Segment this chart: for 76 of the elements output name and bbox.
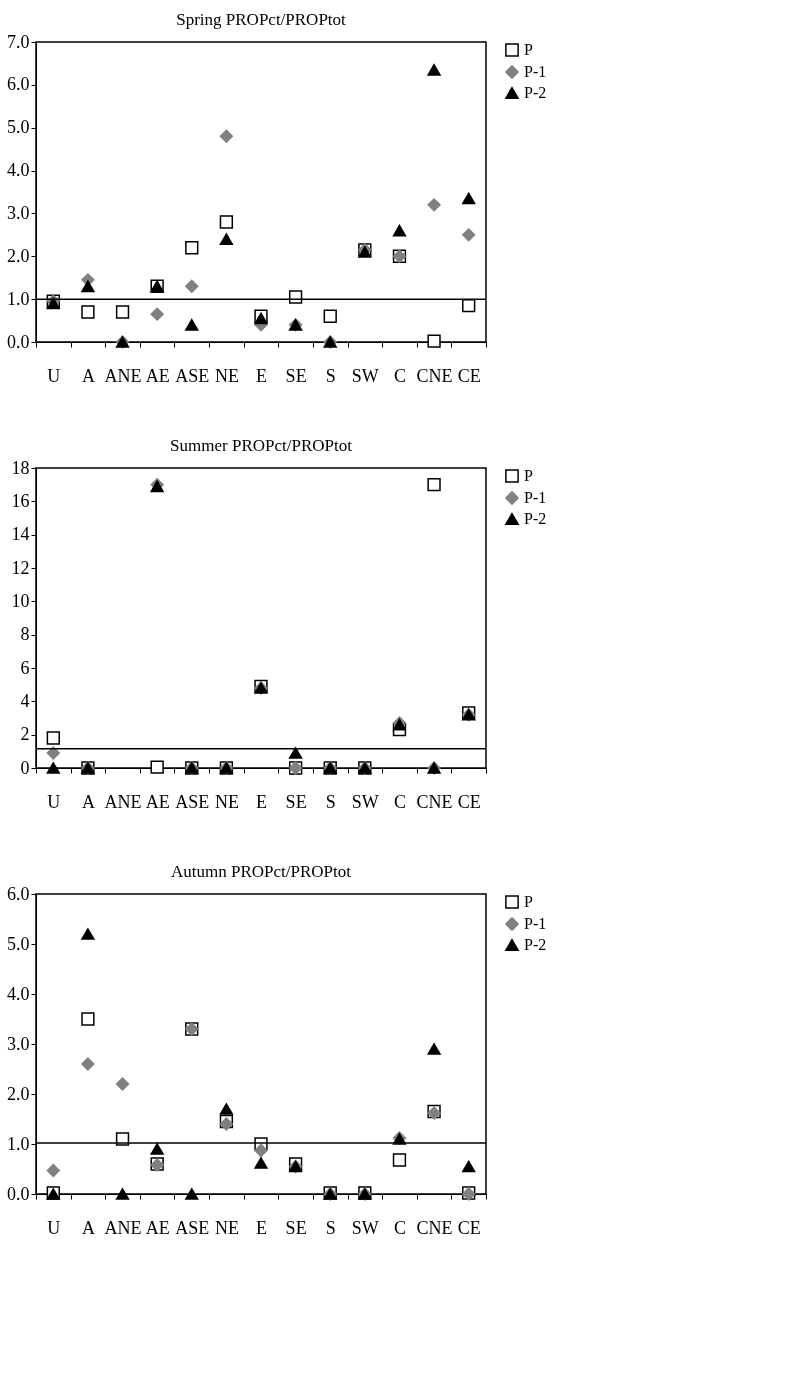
y-tick-label: 12 (11, 557, 30, 578)
x-tick-label: ANE (104, 365, 142, 386)
x-tick-label: AE (145, 791, 170, 812)
x-tick-label: SE (285, 365, 307, 386)
y-tick-label: 0.0 (7, 331, 30, 352)
x-tick-label: C (393, 791, 406, 812)
y-tick-label: 3.0 (7, 202, 30, 223)
y-tick-label: 0.0 (7, 1183, 30, 1204)
x-tick-label: SE (285, 1217, 307, 1238)
x-tick-label: ANE (104, 791, 142, 812)
chart-title: Summer PROPct/PROPtot (170, 436, 353, 455)
x-tick-label: U (47, 365, 61, 386)
legend-label: P (524, 41, 533, 58)
y-tick-label: 2.0 (7, 1083, 30, 1104)
x-tick-label: E (256, 1217, 267, 1238)
legend-label: P (524, 467, 533, 484)
y-tick-label: 5.0 (7, 933, 30, 954)
x-tick-label: CNE (416, 791, 453, 812)
legend-label: P-1 (524, 63, 547, 80)
legend-label: P (524, 893, 533, 910)
chart-title: Autumn PROPct/PROPtot (171, 862, 352, 881)
y-tick-label: 18 (11, 457, 30, 478)
x-tick-label: SW (351, 365, 379, 386)
x-tick-label: SE (285, 791, 307, 812)
y-tick-label: 7.0 (7, 31, 30, 52)
y-tick-label: 10 (11, 590, 30, 611)
legend-label: P-2 (524, 510, 547, 527)
x-tick-label: CE (457, 791, 481, 812)
x-tick-label: NE (214, 1217, 239, 1238)
y-tick-label: 4 (20, 690, 30, 711)
chart-title: Spring PROPct/PROPtot (176, 10, 347, 29)
x-tick-label: ASE (175, 1217, 210, 1238)
x-tick-label: ANE (104, 1217, 142, 1238)
x-tick-label: ASE (175, 365, 210, 386)
y-tick-label: 1.0 (7, 1133, 30, 1154)
x-tick-label: A (81, 1217, 95, 1238)
y-tick-label: 0 (20, 757, 30, 778)
y-tick-label: 3.0 (7, 1033, 30, 1054)
y-tick-label: 2 (20, 724, 30, 745)
x-tick-label: S (325, 791, 336, 812)
x-tick-label: S (325, 365, 336, 386)
legend-label: P-2 (524, 936, 547, 953)
x-tick-label: S (325, 1217, 336, 1238)
x-tick-label: CE (457, 365, 481, 386)
x-tick-label: NE (214, 791, 239, 812)
legend-label: P-1 (524, 915, 547, 932)
x-tick-label: SW (351, 1217, 379, 1238)
y-tick-label: 16 (11, 490, 30, 511)
y-tick-label: 6.0 (7, 74, 30, 95)
x-tick-label: E (256, 365, 267, 386)
x-tick-label: AE (145, 1217, 170, 1238)
x-tick-label: U (47, 791, 61, 812)
y-tick-label: 1.0 (7, 288, 30, 309)
x-tick-label: SW (351, 791, 379, 812)
x-tick-label: CNE (416, 1217, 453, 1238)
x-tick-label: CNE (416, 365, 453, 386)
y-tick-label: 6 (20, 657, 30, 678)
y-tick-label: 6.0 (7, 883, 30, 904)
x-tick-label: U (47, 1217, 61, 1238)
x-tick-label: A (81, 365, 95, 386)
legend-label: P-1 (524, 489, 547, 506)
x-tick-label: A (81, 791, 95, 812)
legend-label: P-2 (524, 84, 547, 101)
y-tick-label: 4.0 (7, 160, 30, 181)
x-tick-label: E (256, 791, 267, 812)
y-tick-label: 8 (20, 624, 30, 645)
y-tick-label: 14 (11, 524, 30, 545)
x-tick-label: ASE (175, 791, 210, 812)
x-tick-label: C (393, 1217, 406, 1238)
y-tick-label: 2.0 (7, 245, 30, 266)
x-tick-label: NE (214, 365, 239, 386)
y-tick-label: 4.0 (7, 983, 30, 1004)
y-tick-label: 5.0 (7, 117, 30, 138)
x-tick-label: AE (145, 365, 170, 386)
x-tick-label: C (393, 365, 406, 386)
x-tick-label: CE (457, 1217, 481, 1238)
